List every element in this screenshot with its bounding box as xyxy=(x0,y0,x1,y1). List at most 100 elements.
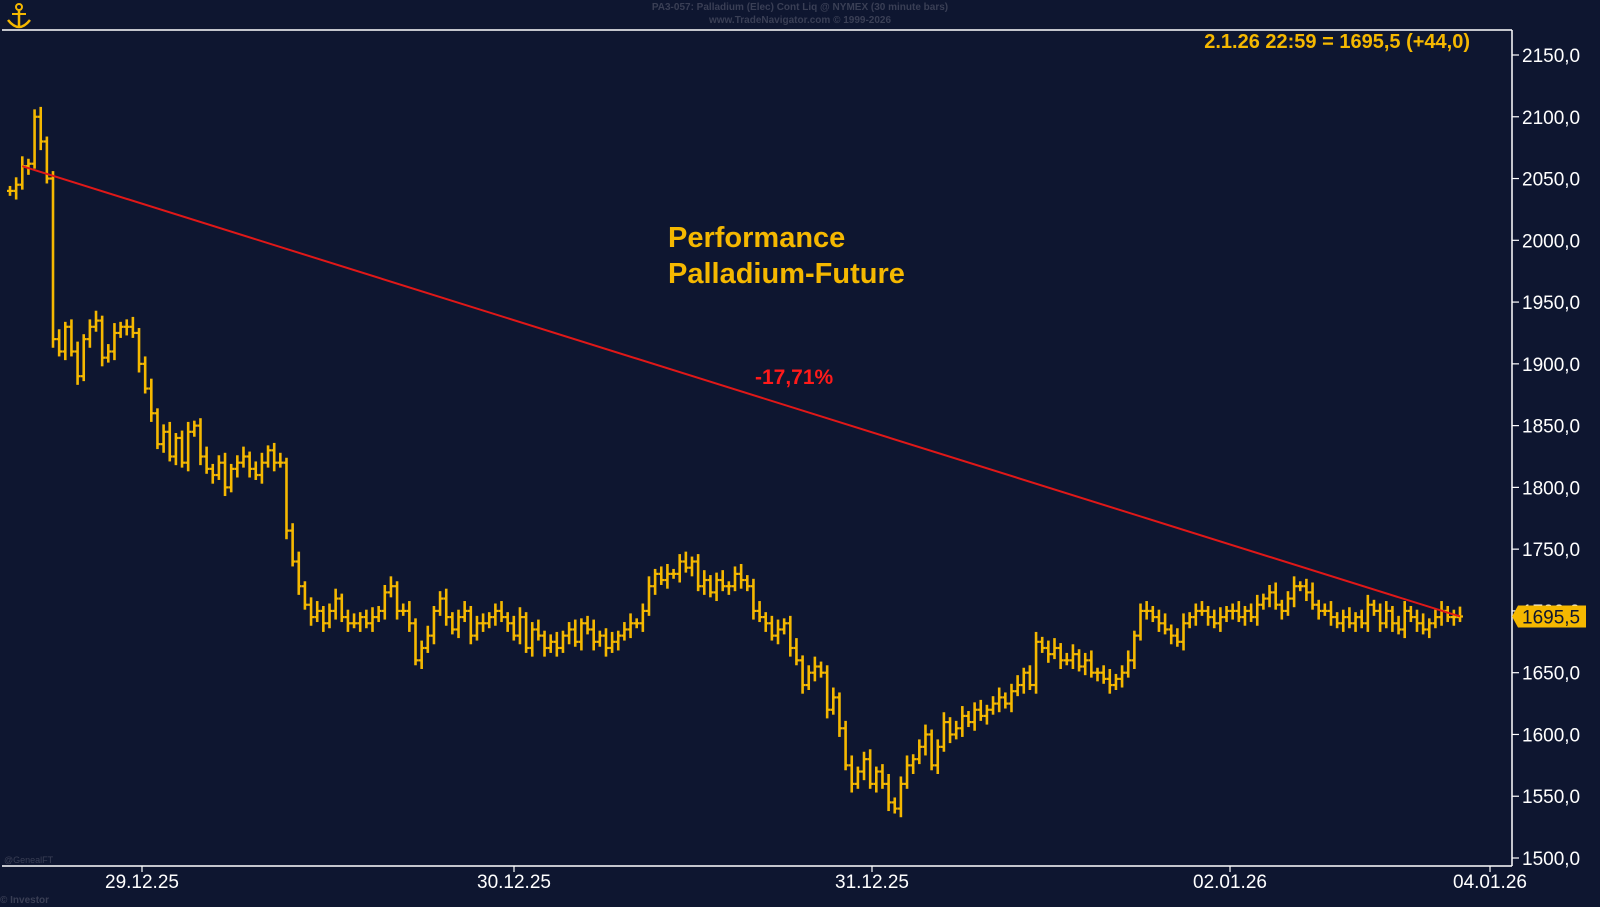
ohlc-bar xyxy=(154,408,161,450)
ohlc-bar xyxy=(1014,675,1021,697)
ohlc-bar xyxy=(805,665,812,690)
ohlc-bar xyxy=(1100,665,1107,684)
y-tick-label: 1750,0 xyxy=(1522,540,1580,561)
ohlc-bar xyxy=(308,597,315,626)
ohlc-bar xyxy=(1002,692,1009,709)
ohlc-bar xyxy=(1045,640,1052,663)
ohlc-bar xyxy=(246,451,253,478)
ohlc-bar xyxy=(449,612,456,635)
ohlc-bar xyxy=(965,710,972,728)
ohlc-bar xyxy=(105,344,112,363)
ohlc-bar xyxy=(842,720,849,771)
ohlc-bar xyxy=(209,463,216,484)
ohlc-bar xyxy=(916,739,923,765)
ohlc-bar xyxy=(1137,603,1144,641)
ohlc-bar xyxy=(910,754,917,774)
ohlc-bar xyxy=(369,607,376,632)
ohlc-bar xyxy=(572,619,579,647)
ohlc-bar xyxy=(344,609,351,632)
ohlc-bar xyxy=(1088,650,1095,678)
ohlc-bar xyxy=(1094,667,1101,682)
ohlc-bar xyxy=(504,612,511,632)
ohlc-bar xyxy=(695,554,702,592)
ohlc-bar xyxy=(222,452,229,497)
ohlc-bar xyxy=(1026,665,1033,690)
performance-trendline xyxy=(21,165,1461,618)
ohlc-bar xyxy=(1321,603,1328,616)
ohlc-bar xyxy=(142,356,149,394)
ohlc-bar xyxy=(1235,601,1242,623)
ohlc-bar xyxy=(1407,605,1414,623)
ohlc-bar xyxy=(277,452,284,468)
ohlc-bar xyxy=(1309,582,1316,610)
ohlc-bar xyxy=(596,630,603,647)
performance-label: -17,71% xyxy=(755,366,834,389)
ohlc-bar xyxy=(516,607,523,645)
ohlc-bar xyxy=(412,618,419,666)
ohlc-bar xyxy=(406,601,413,632)
y-tick-label: 1550,0 xyxy=(1522,787,1580,808)
ohlc-bar xyxy=(215,455,222,480)
ohlc-bar xyxy=(719,570,726,592)
ohlc-bar xyxy=(1057,643,1064,669)
ohlc-bar xyxy=(498,601,505,623)
ohlc-bar xyxy=(627,613,634,639)
chart-title-line1: Performance xyxy=(668,222,846,254)
ohlc-bar xyxy=(947,717,954,744)
y-tick-label: 2050,0 xyxy=(1522,170,1580,191)
ohlc-bar xyxy=(836,692,843,737)
ohlc-bar xyxy=(639,603,646,632)
ohlc-bar xyxy=(885,773,892,812)
ohlc-bar xyxy=(123,319,130,336)
ohlc-bar xyxy=(553,631,560,657)
ohlc-bar xyxy=(762,612,769,632)
x-tick-label: 29.12.25 xyxy=(105,872,179,893)
ohlc-bar xyxy=(480,613,487,632)
ohlc-bar xyxy=(1008,683,1015,713)
ohlc-bar xyxy=(13,177,20,200)
ohlc-bar xyxy=(1420,613,1427,635)
x-tick-label: 04.01.26 xyxy=(1453,872,1527,893)
ohlc-bar xyxy=(713,572,720,602)
ohlc-bar xyxy=(559,630,566,653)
ohlc-bar xyxy=(584,615,591,635)
ohlc-bar xyxy=(117,321,124,338)
ohlc-bar xyxy=(62,321,69,361)
ohlc-bar xyxy=(1198,601,1205,616)
ohlc-bar xyxy=(867,749,874,789)
ohlc-bar xyxy=(1063,652,1070,666)
ohlc-bar xyxy=(811,656,818,682)
ohlc-bar xyxy=(1229,603,1236,620)
ohlc-bar xyxy=(387,576,394,598)
ohlc-bar xyxy=(861,751,868,781)
ohlc-bar xyxy=(959,706,966,737)
ohlc-bar xyxy=(338,593,345,623)
ohlc-bar xyxy=(633,618,640,629)
ohlc-bar xyxy=(1377,603,1384,632)
ohlc-bar xyxy=(50,171,57,348)
ohlc-bar xyxy=(7,185,13,196)
ohlc-bar xyxy=(394,581,401,620)
y-tick-label: 1650,0 xyxy=(1522,664,1580,685)
ohlc-bar xyxy=(258,452,265,484)
ohlc-bar xyxy=(1162,613,1169,635)
ohlc-bar xyxy=(799,655,806,694)
ohlc-bar xyxy=(529,622,536,657)
ohlc-bar xyxy=(897,776,904,818)
ohlc-bar xyxy=(1432,609,1439,629)
ohlc-bar xyxy=(240,446,247,468)
ohlc-bar xyxy=(172,433,179,466)
ohlc-bar xyxy=(510,615,517,641)
ohlc-bar xyxy=(185,421,192,472)
ohlc-bar xyxy=(775,619,782,645)
ohlc-bar xyxy=(1401,601,1408,639)
ohlc-bar xyxy=(1303,578,1310,602)
ohlc-bar xyxy=(271,442,278,472)
y-tick-label: 2100,0 xyxy=(1522,108,1580,129)
ohlc-bar xyxy=(523,612,530,653)
ohlc-bar xyxy=(934,739,941,774)
ohlc-bar xyxy=(1112,673,1119,690)
ohlc-bar xyxy=(191,420,198,437)
ohlc-bar xyxy=(602,628,609,657)
